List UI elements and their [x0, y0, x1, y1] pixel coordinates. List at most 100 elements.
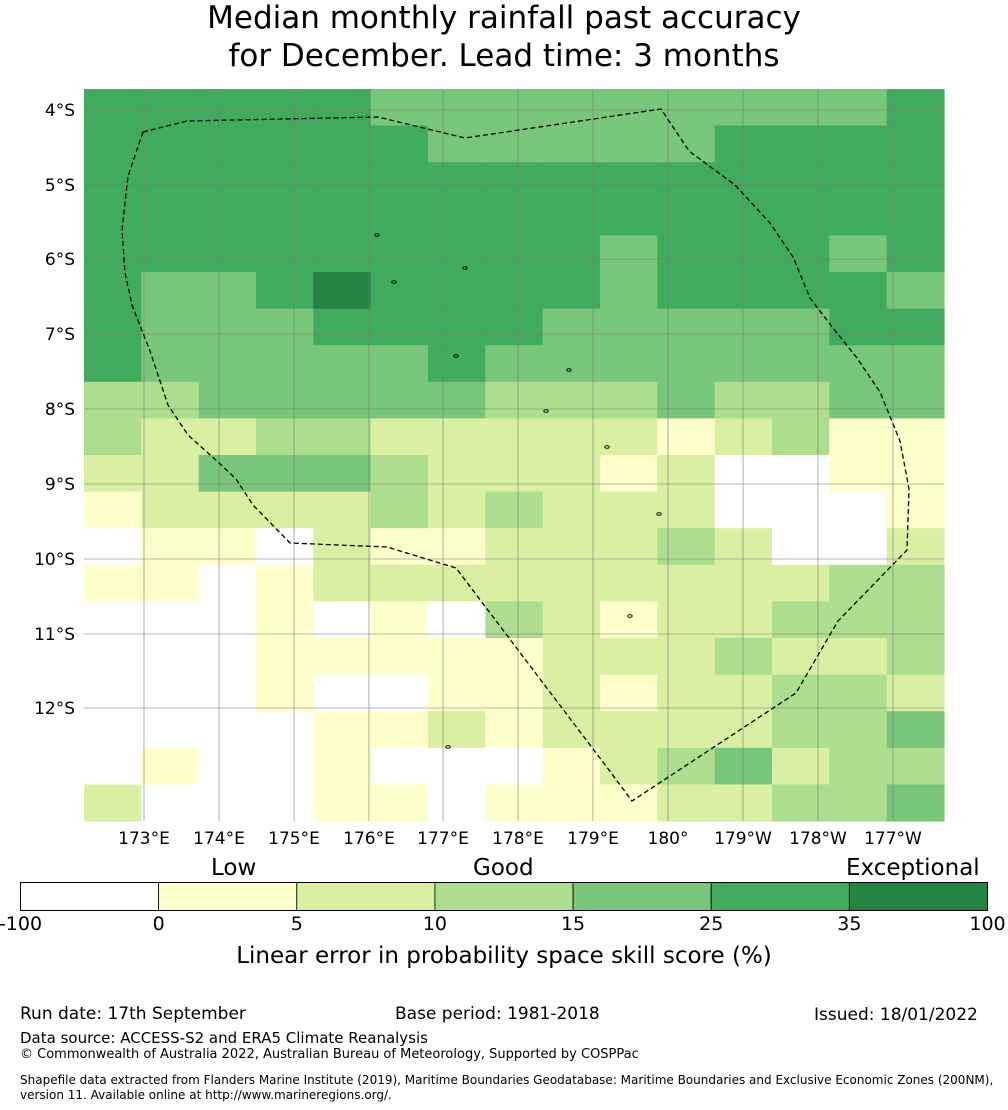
grid-cell	[313, 308, 372, 346]
grid-cell	[657, 89, 716, 127]
latitude-label: 8°S	[45, 400, 75, 420]
base-period: Base period: 1981-2018	[395, 1004, 600, 1024]
grid-cell	[886, 674, 945, 712]
grid-cell	[256, 638, 314, 676]
grid-cell	[485, 235, 544, 273]
grid-cell	[657, 564, 716, 602]
grid-cell	[198, 381, 257, 419]
grid-cell	[714, 674, 773, 712]
map-title-line-1: Median monthly rainfall past accuracy	[207, 0, 801, 36]
grid-cell	[428, 528, 486, 566]
grid-cell	[428, 418, 486, 456]
latitude-label: 10°S	[34, 550, 75, 570]
grid-cell	[428, 308, 486, 346]
grid-cell	[829, 125, 888, 163]
grid-cell	[485, 381, 544, 419]
colorbar-tick-label: 5	[290, 913, 303, 935]
grid-cell	[772, 198, 830, 236]
grid-cell	[256, 308, 314, 346]
grid-cell	[886, 711, 945, 749]
grid-cell	[428, 747, 486, 785]
grid-cell	[84, 345, 142, 383]
grid-cell	[313, 198, 372, 236]
colorbar-segment	[572, 882, 712, 911]
grid-cell	[657, 235, 716, 273]
grid-cell	[198, 345, 257, 383]
grid-cell	[542, 272, 601, 310]
grid-cell	[313, 381, 372, 419]
grid-cell	[198, 784, 257, 822]
grid-cell	[657, 711, 716, 749]
grid-cell	[829, 747, 888, 785]
grid-cell	[198, 235, 257, 273]
grid-cell	[256, 89, 314, 127]
grid-cell	[256, 491, 314, 529]
data-source: Data source: ACCESS-S2 and ERA5 Climate …	[20, 1029, 428, 1047]
grid-cell	[428, 711, 486, 749]
island-outline	[445, 745, 451, 749]
latitude-labels: 4°S 5°S 6°S 7°S 8°S 9°S 10°S 11°S 12°S	[34, 101, 75, 719]
grid-cell	[485, 89, 544, 127]
grid-cell	[256, 601, 314, 639]
colorbar-segment	[158, 882, 298, 911]
grid-cell	[772, 491, 830, 529]
grid-cell	[542, 455, 601, 493]
longitude-label: 179°W	[714, 829, 772, 849]
longitude-label: 175°E	[268, 829, 320, 849]
grid-cell	[485, 162, 544, 200]
grid-cell	[428, 345, 486, 383]
colorbar-tick-label: 15	[560, 913, 586, 935]
grid-cell	[141, 784, 200, 822]
longitude-label: 178°W	[789, 829, 847, 849]
grid-cell	[886, 491, 945, 529]
grid-cell	[657, 491, 716, 529]
grid-cell	[542, 564, 601, 602]
grid-cell	[370, 564, 429, 602]
latitude-label: 6°S	[45, 250, 75, 270]
grid-cell	[542, 491, 601, 529]
grid-cell	[370, 601, 429, 639]
grid-cell	[84, 674, 142, 712]
grid-cell	[84, 235, 142, 273]
grid-cell	[772, 272, 830, 310]
grid-cell	[829, 638, 888, 676]
grid-cell	[886, 564, 945, 602]
grid-cell	[714, 162, 773, 200]
grid-cell	[542, 747, 601, 785]
grid-cell	[829, 381, 888, 419]
grid-cell	[256, 784, 314, 822]
grid-cell	[84, 198, 142, 236]
grid-cell	[714, 125, 773, 163]
grid-cell	[370, 162, 429, 200]
grid-cell	[84, 564, 142, 602]
grid-cell	[829, 491, 888, 529]
grid-cell	[657, 381, 716, 419]
grid-cell	[198, 491, 257, 529]
grid-cell	[370, 747, 429, 785]
grid-cell	[772, 418, 830, 456]
grid-cell	[886, 528, 945, 566]
colorbar-tick-label: 10	[422, 913, 448, 935]
grid-cell	[886, 455, 945, 493]
grid-cell	[714, 308, 773, 346]
grid-cell	[141, 198, 200, 236]
grid-cell	[886, 162, 945, 200]
grid-cell	[714, 747, 773, 785]
grid-cell	[198, 638, 257, 676]
colorbar-tick-label: 25	[699, 913, 724, 935]
island-outline	[656, 512, 662, 516]
grid-cell	[370, 272, 429, 310]
latitude-label: 4°S	[45, 101, 75, 121]
grid-cell	[198, 308, 257, 346]
grid-cell	[485, 564, 544, 602]
grid-cell	[886, 381, 945, 419]
grid-cell	[829, 601, 888, 639]
grid-cell	[829, 308, 888, 346]
grid-cell	[714, 198, 773, 236]
grid-cell	[485, 125, 544, 163]
latitude-label: 5°S	[45, 176, 75, 196]
map-title-line-2: for December. Lead time: 3 months	[228, 38, 780, 74]
grid-cell	[141, 455, 200, 493]
grid-cell	[370, 345, 429, 383]
grid-cell	[714, 381, 773, 419]
